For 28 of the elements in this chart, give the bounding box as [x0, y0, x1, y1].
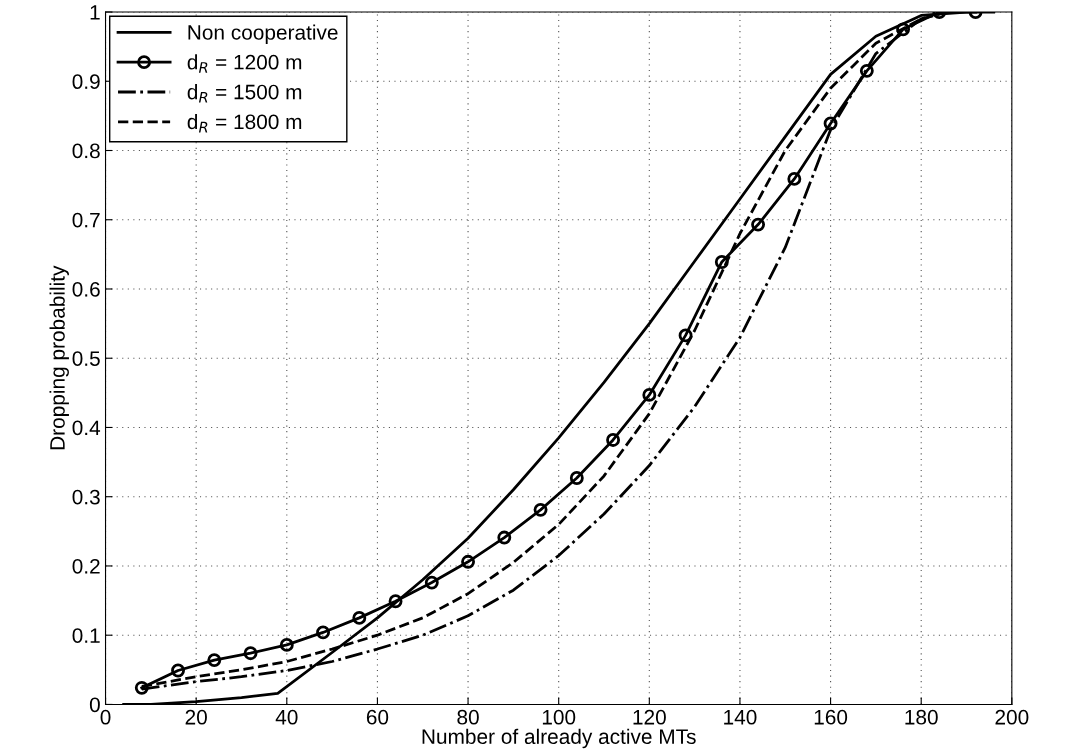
y-tick-label: 0.3	[72, 489, 100, 505]
y-tick-label: 0.5	[72, 351, 100, 366]
legend-label: d$_{R}$ = 1200 m	[187, 54, 302, 73]
x-tick-label: 100	[542, 709, 576, 725]
y-axis-title: Dropping probability	[49, 265, 69, 450]
y-tick-label: 0.1	[72, 628, 100, 643]
x-axis-title: Number of already active MTs	[422, 728, 696, 749]
x-tick-label: 20	[185, 709, 207, 725]
legend-label: Non cooperative	[188, 24, 338, 44]
x-tick-label: 140	[724, 709, 757, 725]
x-tick-label: 180	[905, 709, 938, 725]
x-tick-label: 40	[275, 709, 298, 725]
y-tick-label: 0	[89, 697, 100, 713]
x-tick-label: 60	[366, 709, 389, 725]
x-tick-label: 0	[100, 709, 111, 725]
y-tick-label: 1	[90, 5, 100, 20]
y-tick-label: 0.9	[72, 74, 100, 90]
y-tick-label: 0.2	[72, 558, 100, 574]
legend-label: d$_{R}$ = 1800 m	[187, 113, 302, 133]
y-tick-label: 0.7	[72, 212, 100, 228]
x-tick-label: 80	[457, 709, 479, 725]
y-tick-label: 0.6	[72, 281, 100, 297]
x-tick-label: 160	[814, 709, 848, 725]
x-tick-label: 200	[995, 709, 1029, 725]
x-tick-label: 120	[633, 709, 666, 725]
y-tick-label: 0.4	[72, 420, 101, 436]
legend-label: d$_{R}$ = 1500 m	[187, 84, 302, 103]
y-tick-label: 0.8	[72, 143, 100, 159]
